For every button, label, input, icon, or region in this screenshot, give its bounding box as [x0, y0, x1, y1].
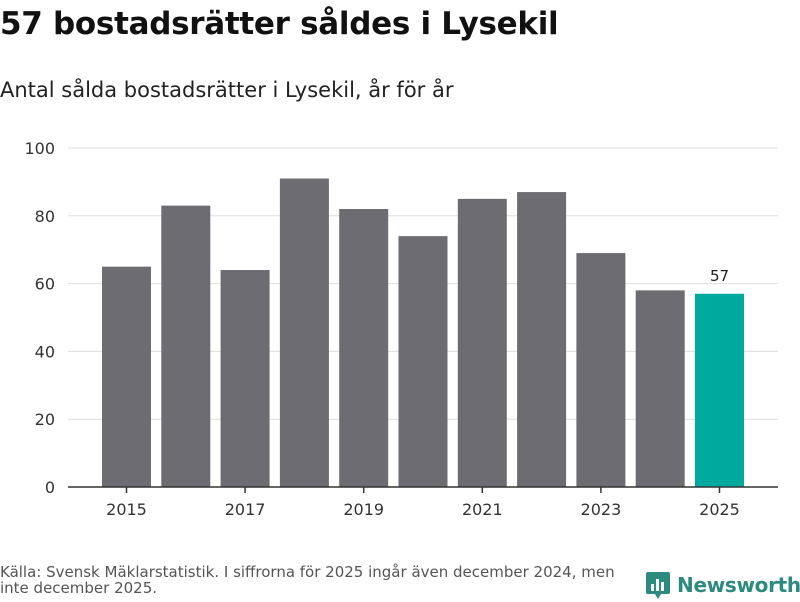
bar-2022: [517, 192, 567, 487]
brand-logo: Newsworthy: [645, 568, 800, 602]
x-tick-label: 2023: [581, 500, 622, 519]
bar-2018: [279, 178, 329, 487]
bar-2025: [695, 293, 744, 487]
data-label: 57: [710, 267, 729, 285]
bar-2021: [457, 198, 507, 487]
bar-chart: 0 20 40 60 80 100 2015 2017 2019 2021 2023 2025 57: [24, 139, 778, 519]
brand-name: Newsworthy: [677, 573, 800, 597]
bar-2024: [635, 290, 685, 487]
bar-2016: [161, 205, 211, 487]
y-tick-label: 100: [24, 139, 55, 158]
chart-title: 57 bostadsrätter såldes i Lysekil: [0, 6, 559, 42]
newsworthy-logo-icon: [646, 572, 670, 599]
chart-subtitle: Antal sålda bostadsrätter i Lysekil, år …: [0, 78, 454, 102]
x-tick-label: 2015: [106, 500, 147, 519]
bar-2015: [102, 266, 151, 487]
x-tick-label: 2025: [699, 500, 740, 519]
x-tick-label: 2021: [462, 500, 503, 519]
y-tick-label: 20: [35, 410, 55, 429]
bar-2017: [220, 270, 270, 487]
y-tick-label: 40: [35, 342, 55, 361]
y-tick-label: 80: [35, 207, 55, 226]
x-tick-label: 2017: [225, 500, 266, 519]
source-note: Källa: Svensk Mäklarstatistik. I siffror…: [0, 563, 615, 597]
bar-2020: [398, 236, 448, 487]
x-tick-label: 2019: [343, 500, 384, 519]
y-tick-label: 60: [35, 275, 55, 294]
y-tick-label: 0: [45, 478, 55, 497]
bar-2019: [339, 209, 389, 487]
bar-2023: [576, 253, 626, 487]
